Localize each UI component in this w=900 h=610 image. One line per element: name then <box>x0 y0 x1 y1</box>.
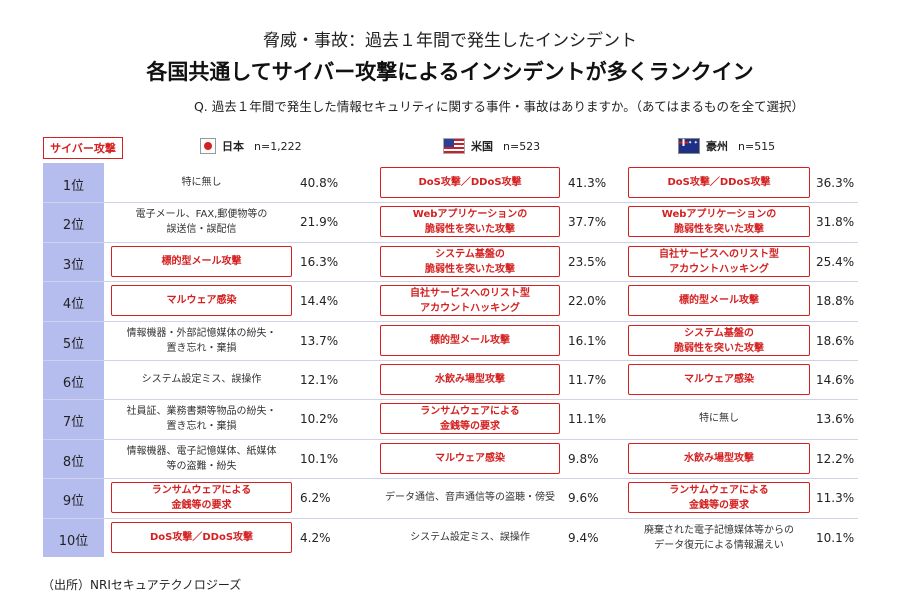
incident-item: 特に無し <box>181 177 222 188</box>
incident-percentage: 10.2% <box>300 412 339 426</box>
incident-percentage: 9.4% <box>568 531 599 545</box>
incident-item: 廃棄された電子記憶媒体等からの データ復元による情報漏えい <box>644 524 794 551</box>
cyber-attack-legend: サイバー攻撃 <box>43 137 123 159</box>
column-header-japan: 日本 n=1,222 <box>200 134 302 158</box>
incident-item: データ通信、音声通信等の盗聴・傍受 <box>385 492 555 503</box>
sample-size: n=515 <box>738 139 776 153</box>
incident-item: Webアプリケーションの 脆弱性を突いた攻撃 <box>380 206 560 237</box>
incident-percentage: 21.9% <box>300 215 339 229</box>
incident-percentage: 13.7% <box>300 334 339 348</box>
incident-item: DoS攻撃／DDoS攻撃 <box>111 522 292 553</box>
rank-label-4: 4位 <box>62 297 85 312</box>
incident-item: ランサムウェアによる 金銭等の要求 <box>380 403 560 434</box>
rank-label-8: 8位 <box>62 455 85 470</box>
incident-item: 情報機器・外部記憶媒体の紛失・ 置き忘れ・棄損 <box>126 327 277 354</box>
incident-item: マルウェア感染 <box>111 285 292 316</box>
rank-label-5: 5位 <box>62 337 85 352</box>
incident-item: 自社サービスへのリスト型 アカウントハッキング <box>380 285 560 316</box>
sample-size: n=1,222 <box>254 139 302 153</box>
incident-item: 標的型メール攻撃 <box>380 325 560 356</box>
incident-item: Webアプリケーションの 脆弱性を突いた攻撃 <box>628 206 810 237</box>
incident-item: 標的型メール攻撃 <box>628 285 810 316</box>
chart-title: 各国共通してサイバー攻撃によるインシデントが多くランクイン <box>146 60 754 84</box>
incident-percentage: 6.2% <box>300 491 331 505</box>
rank-label-2: 2位 <box>62 218 85 233</box>
incident-item: DoS攻撃／DDoS攻撃 <box>628 167 810 198</box>
incident-item: システム設定ミス、誤操作 <box>410 532 530 543</box>
column-header-us: 米国 n=523 <box>443 134 540 158</box>
survey-question: Q. 過去１年間で発生した情報セキュリティに関する事件・事故はありますか。（あて… <box>193 99 804 114</box>
source-note: （出所）NRIセキュアテクノロジーズ <box>42 578 242 592</box>
country-name: 豪州 <box>706 140 728 153</box>
incident-percentage: 40.8% <box>300 176 339 190</box>
incident-percentage: 37.7% <box>568 215 607 229</box>
incident-item: システム基盤の 脆弱性を突いた攻撃 <box>380 246 560 277</box>
incident-item: DoS攻撃／DDoS攻撃 <box>380 167 560 198</box>
incident-item: システム基盤の 脆弱性を突いた攻撃 <box>628 325 810 356</box>
incident-item: 電子メール、FAX,郵便物等の 誤送信・誤配信 <box>135 208 268 235</box>
incident-percentage: 11.1% <box>568 412 607 426</box>
au-flag-icon <box>678 138 700 154</box>
row-divider <box>43 360 858 361</box>
rank-label-10: 10位 <box>58 534 89 549</box>
incident-percentage: 18.8% <box>816 294 855 308</box>
incident-item: マルウェア感染 <box>380 443 560 474</box>
incident-item: マルウェア感染 <box>628 364 810 395</box>
incident-percentage: 14.6% <box>816 373 855 387</box>
us-flag-icon <box>443 138 465 154</box>
row-divider <box>43 439 858 440</box>
incident-percentage: 41.3% <box>568 176 607 190</box>
incident-percentage: 11.7% <box>568 373 607 387</box>
incident-item: 情報機器、電子記憶媒体、紙媒体 等の盗難・紛失 <box>126 445 277 472</box>
incident-item: 標的型メール攻撃 <box>111 246 292 277</box>
incident-percentage: 10.1% <box>300 452 339 466</box>
column-header-australia: 豪州 n=515 <box>678 134 775 158</box>
incident-percentage: 25.4% <box>816 255 855 269</box>
incident-percentage: 18.6% <box>816 334 855 348</box>
country-name: 米国 <box>471 140 493 153</box>
rank-label-3: 3位 <box>62 258 85 273</box>
row-divider <box>43 281 858 282</box>
row-divider <box>43 202 858 203</box>
incident-percentage: 36.3% <box>816 176 855 190</box>
incident-item: ランサムウェアによる 金銭等の要求 <box>628 482 810 513</box>
incident-percentage: 16.1% <box>568 334 607 348</box>
incident-item: 社員証、業務書類等物品の紛失・ 置き忘れ・棄損 <box>126 405 277 432</box>
incident-percentage: 14.4% <box>300 294 339 308</box>
incident-percentage: 31.8% <box>816 215 855 229</box>
incident-item: 水飲み場型攻撃 <box>628 443 810 474</box>
incident-percentage: 9.8% <box>568 452 599 466</box>
rank-label-9: 9位 <box>62 494 85 509</box>
chart-subtitle: 脅威・事故：過去１年間で発生したインシデント <box>263 31 637 51</box>
incident-item: 特に無し <box>699 413 739 424</box>
incident-percentage: 23.5% <box>568 255 607 269</box>
incident-item: ランサムウェアによる 金銭等の要求 <box>111 482 292 513</box>
incident-percentage: 12.2% <box>816 452 855 466</box>
incident-percentage: 12.1% <box>300 373 339 387</box>
incident-item: 水飲み場型攻撃 <box>380 364 560 395</box>
rank-label-7: 7位 <box>62 415 85 430</box>
incident-item: 自社サービスへのリスト型 アカウントハッキング <box>628 246 810 277</box>
country-name: 日本 <box>222 140 244 153</box>
sample-size: n=523 <box>503 139 541 153</box>
incident-percentage: 11.3% <box>816 491 855 505</box>
row-divider <box>43 478 858 479</box>
rank-label-1: 1位 <box>62 179 85 194</box>
incident-percentage: 13.6% <box>816 412 855 426</box>
incident-percentage: 10.1% <box>816 531 855 545</box>
incident-percentage: 4.2% <box>300 531 331 545</box>
jp-flag-icon <box>200 138 216 154</box>
incident-percentage: 9.6% <box>568 491 599 505</box>
row-divider <box>43 242 858 243</box>
row-divider <box>43 518 858 519</box>
rank-label-6: 6位 <box>62 376 85 391</box>
incident-percentage: 16.3% <box>300 255 339 269</box>
row-divider <box>43 321 858 322</box>
incident-percentage: 22.0% <box>568 294 607 308</box>
incident-item: システム設定ミス、誤操作 <box>141 374 262 385</box>
row-divider <box>43 399 858 400</box>
